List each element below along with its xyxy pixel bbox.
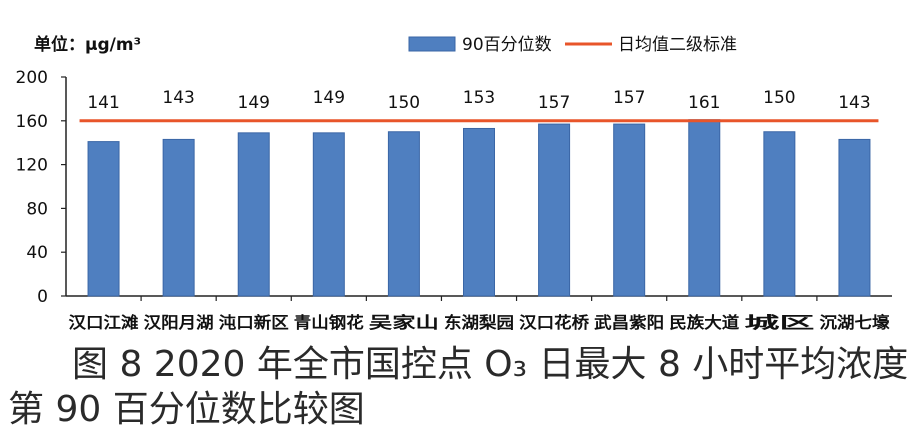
figure-caption-line-1: 图 8 2020 年全市国控点 O₃ 日最大 8 小时平均浓度 xyxy=(72,344,909,385)
x-tick-label: 武昌紫阳 xyxy=(594,313,664,332)
y-tick-label: 80 xyxy=(26,199,48,219)
bar xyxy=(237,132,270,297)
bar xyxy=(613,123,646,297)
chart: 单位：μg/m³ 90百分位数 日均值二级标准 0 40 80 120 160 200 汉口江… xyxy=(16,34,892,332)
x-tick-label: 汉口江滩 xyxy=(69,313,139,332)
data-label: 150 xyxy=(388,93,420,113)
x-tick-label: 东湖梨园 xyxy=(444,313,514,332)
x-tick-label: 沉湖七壕 xyxy=(819,313,890,332)
legend-reference-label: 日均值二级标准 xyxy=(618,35,737,55)
data-label: 149 xyxy=(313,88,345,108)
legend-bar-swatch xyxy=(408,36,456,52)
x-tick-label: 青山钢花 xyxy=(294,313,364,332)
x-tick-label: 汉口花桥 xyxy=(519,313,590,332)
bar xyxy=(463,127,495,297)
x-tick-label: 汉阳月湖 xyxy=(144,313,214,332)
data-label: 143 xyxy=(838,93,870,113)
x-tick-label: 沌口新区 xyxy=(219,313,289,332)
legend-series-label: 90百分位数 xyxy=(462,35,552,55)
data-label: 149 xyxy=(238,93,270,113)
y-tick-label: 200 xyxy=(16,68,48,88)
bar xyxy=(162,138,195,297)
bar xyxy=(838,138,871,297)
data-label: 153 xyxy=(463,88,495,108)
data-label: 150 xyxy=(763,88,795,108)
data-label: 161 xyxy=(688,93,720,113)
data-label: 141 xyxy=(87,93,119,113)
bar xyxy=(387,131,420,297)
y-tick-label: 40 xyxy=(26,243,48,263)
figure-caption-line-2: 第 90 百分位数比较图 xyxy=(8,389,365,430)
bar xyxy=(763,131,796,297)
x-tick-label: 城区 xyxy=(744,313,814,332)
y-tick-label: 120 xyxy=(16,156,48,176)
y-tick-label: 0 xyxy=(37,287,48,307)
y-tick-label: 160 xyxy=(16,112,48,132)
data-label: 143 xyxy=(162,88,194,108)
unit-label: 单位：μg/m³ xyxy=(34,34,141,55)
bar xyxy=(538,123,571,297)
bar xyxy=(688,119,721,297)
data-label: 157 xyxy=(538,93,570,113)
x-tick-label: 民族大道 xyxy=(669,313,739,332)
x-tick-label: 吴家山 xyxy=(369,313,439,332)
data-label: 157 xyxy=(613,88,645,108)
bar xyxy=(87,141,120,297)
bar xyxy=(312,132,345,297)
